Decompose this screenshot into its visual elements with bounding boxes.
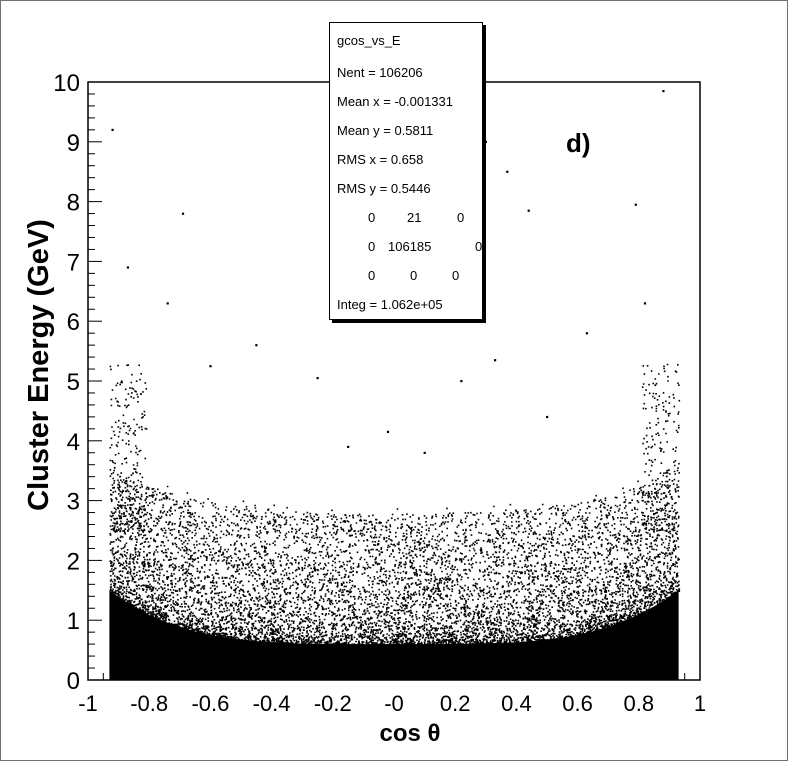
stats-rms-x: RMS x = 0.658	[337, 152, 424, 167]
data-point	[506, 170, 509, 173]
y-tick-label: 6	[67, 309, 80, 336]
stats-grid-cell: 0	[475, 239, 483, 254]
data-point	[111, 128, 114, 131]
stats-grid-cell: 21	[407, 210, 422, 225]
data-point	[316, 377, 319, 380]
y-tick-label: 10	[53, 70, 80, 97]
stats-rms-y: RMS y = 0.5446	[337, 181, 431, 196]
stats-integral: Integ = 1.062e+05	[337, 297, 443, 312]
stats-grid-cell: 0	[368, 268, 376, 283]
stats-grid-cell: 0	[410, 268, 418, 283]
data-point	[634, 203, 637, 206]
stats-grid-cell: 0	[452, 268, 460, 283]
y-tick-label: 0	[67, 668, 80, 695]
y-tick-label: 2	[67, 548, 80, 575]
y-tick-label: 8	[67, 190, 80, 217]
x-axis-ticks: -1 -0.8 -0.6 -0.4 -0.2 -0 0.2 0.4 0.6 0.8 1	[78, 666, 706, 716]
data-point	[166, 302, 169, 305]
data-point	[527, 209, 530, 212]
x-tick-label: -1	[78, 691, 98, 716]
data-point	[546, 415, 549, 419]
data-point	[255, 344, 258, 347]
x-tick-label: -0.2	[314, 691, 352, 716]
data-point	[662, 90, 665, 93]
data-point	[460, 380, 463, 383]
data-point	[423, 451, 426, 454]
x-tick-label: -0.8	[130, 691, 168, 716]
data-point	[181, 212, 185, 215]
x-tick-label: 0.6	[562, 691, 593, 716]
y-tick-label: 9	[67, 130, 80, 157]
x-tick-label: 0.4	[501, 691, 532, 716]
stats-title: gcos_vs_E	[337, 33, 401, 48]
x-tick-label: -0	[384, 691, 404, 716]
x-tick-label: -0.4	[253, 691, 291, 716]
data-point	[126, 266, 129, 269]
stats-entries: Nent = 106206	[337, 65, 423, 80]
data-point	[386, 430, 390, 433]
stats-grid-cell: 0	[368, 239, 376, 254]
panel-label: d)	[566, 128, 591, 158]
x-tick-label: 1	[694, 691, 706, 716]
y-tick-label: 1	[67, 608, 80, 635]
scatter-cloud	[109, 363, 681, 646]
x-tick-label: 0.2	[440, 691, 471, 716]
y-tick-label: 7	[67, 249, 80, 276]
y-tick-label: 4	[67, 429, 80, 456]
data-point	[494, 359, 497, 362]
data-point	[209, 365, 212, 368]
y-tick-label: 3	[67, 489, 80, 516]
stats-grid-cell: 106185	[388, 239, 432, 254]
stats-grid-cell: 0	[368, 210, 376, 225]
data-point	[484, 140, 487, 143]
y-axis-ticks: 0 1 2 3 4 5 6 7 8 9 10	[53, 70, 102, 695]
y-tick-label: 5	[67, 369, 80, 396]
y-axis-label: Cluster Energy (GeV)	[23, 219, 55, 511]
data-points-layer	[109, 90, 681, 680]
statistics-box: gcos_vs_E Nent = 106206 Mean x = -0.0013…	[329, 22, 483, 320]
stats-grid-cell: 0	[457, 210, 465, 225]
dense-band	[109, 590, 679, 680]
stats-mean-x: Mean x = -0.001331	[337, 94, 453, 109]
data-point	[347, 445, 350, 448]
data-point	[585, 332, 588, 335]
x-axis-label: cos θ	[380, 720, 441, 747]
data-point	[643, 302, 647, 305]
x-tick-label: -0.6	[191, 691, 229, 716]
x-tick-label: 0.8	[624, 691, 655, 716]
stats-mean-y: Mean y = 0.5811	[337, 123, 434, 138]
